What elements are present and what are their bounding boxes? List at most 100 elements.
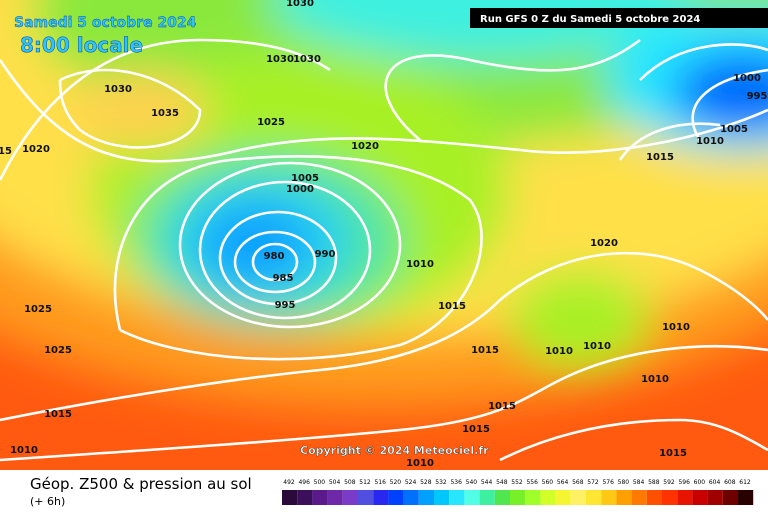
isobar-label: 1010 <box>696 136 724 147</box>
scale-label: 560 <box>542 479 554 486</box>
isobar-label: 1010 <box>641 374 669 385</box>
color-scale: 492 496 500 504 508 512 516 520 524 528 532 536 540 5… <box>282 479 754 505</box>
scale-label: 532 <box>435 479 447 486</box>
isobar-label: 1025 <box>24 304 52 315</box>
scale-label: 588 <box>648 479 660 486</box>
isobar-label: 1005 <box>291 173 319 184</box>
isobar-label: 980 <box>264 251 285 262</box>
scale-label: 524 <box>405 479 417 486</box>
isobar-label: 1035 <box>151 108 179 119</box>
isobar-label: 990 <box>315 249 336 260</box>
scale-swatch <box>677 490 693 505</box>
scale-swatch <box>388 490 404 505</box>
scale-swatch <box>434 490 450 505</box>
isobar-label: 1010 <box>406 259 434 270</box>
scale-swatch <box>722 490 738 505</box>
isobar-label: 1020 <box>351 141 379 152</box>
isobar-label: 1030 <box>266 54 294 65</box>
scale-label: 528 <box>420 479 432 486</box>
scale-swatch <box>449 490 465 505</box>
isobar-label: 1015 <box>438 301 466 312</box>
isobar-label: 995 <box>275 300 296 311</box>
isobar-label: 1030 <box>104 84 132 95</box>
isobar-label: 1015 <box>488 401 516 412</box>
scale-label: 556 <box>526 479 538 486</box>
scale-swatch <box>738 490 754 505</box>
footer-title: Géop. Z500 & pression au sol <box>30 475 252 493</box>
scale-swatch <box>586 490 602 505</box>
date: Samedi 5 octobre 2024 <box>14 15 197 31</box>
scale-label: 580 <box>618 479 630 486</box>
scale-swatch <box>692 490 708 505</box>
scale-swatch <box>616 490 632 505</box>
isobar-label: 1030 <box>286 0 314 9</box>
scale-label: 544 <box>481 479 493 486</box>
scale-label: 568 <box>572 479 584 486</box>
map: 1030103010351030103010251020101510201005… <box>0 0 768 470</box>
isobar-label: 985 <box>273 273 294 284</box>
scale-swatch <box>464 490 480 505</box>
run-label: Run GFS 0 Z du Samedi 5 octobre 2024 <box>480 14 700 25</box>
scale-swatch <box>358 490 374 505</box>
scale-label: 500 <box>314 479 326 486</box>
isobar-label: 995 <box>747 91 768 102</box>
scale-label: 592 <box>663 479 675 486</box>
scale-label: 600 <box>694 479 706 486</box>
isobar-label: 1025 <box>257 117 285 128</box>
scale-swatch <box>312 490 328 505</box>
scale-label: 520 <box>390 479 402 486</box>
scale-label: 508 <box>344 479 356 486</box>
scale-swatch <box>494 490 510 505</box>
scale-swatch <box>525 490 541 505</box>
isobar-label: 1015 <box>462 424 490 435</box>
isobar-label: 1010 <box>10 445 38 456</box>
scale-swatch <box>646 490 662 505</box>
scale-swatch <box>601 490 617 505</box>
scale-swatch <box>327 490 343 505</box>
scale-swatch <box>555 490 571 505</box>
isobar-labels: 1030103010351030103010251020101510201005… <box>0 0 767 469</box>
isobar-label: 1020 <box>590 238 618 249</box>
scale-label: 552 <box>511 479 523 486</box>
isobar-label: 1010 <box>662 322 690 333</box>
scale-label: 492 <box>283 479 295 486</box>
scale-label: 504 <box>329 479 341 486</box>
scale-label: 576 <box>602 479 614 486</box>
scale-label: 540 <box>466 479 478 486</box>
scale-label: 548 <box>496 479 508 486</box>
scale-swatch <box>418 490 434 505</box>
scale-swatch <box>570 490 586 505</box>
scale-swatch <box>707 490 723 505</box>
scale-label: 572 <box>587 479 599 486</box>
scale-swatch <box>510 490 526 505</box>
time: 8:00 locale <box>20 33 143 57</box>
scale-swatch <box>297 490 313 505</box>
scale-swatch <box>282 490 298 505</box>
isobar-label: 1000 <box>733 73 761 84</box>
isobar-label: 1015 <box>44 409 72 420</box>
scale-label: 516 <box>374 479 386 486</box>
isobar-label: 1030 <box>293 54 321 65</box>
copyright: Copyright © 2024 Meteociel.fr <box>300 444 489 457</box>
scale-label: 584 <box>633 479 645 486</box>
isobar-label: 1010 <box>583 341 611 352</box>
isobar-label: 1025 <box>44 345 72 356</box>
isobar-label: 1000 <box>286 184 314 195</box>
scale-label: 596 <box>678 479 690 486</box>
run-box <box>470 8 768 28</box>
scale-swatch <box>342 490 358 505</box>
scale-label: 496 <box>298 479 310 486</box>
scale-label: 512 <box>359 479 371 486</box>
scale-label: 608 <box>724 479 736 486</box>
footer-lead: (+ 6h) <box>30 495 65 508</box>
isobar-label: 1015 <box>0 146 12 157</box>
isobar-label: 1020 <box>22 144 50 155</box>
isobar-label: 1010 <box>545 346 573 357</box>
scale-swatch <box>373 490 389 505</box>
scale-label: 604 <box>709 479 721 486</box>
isobar-label: 1015 <box>471 345 499 356</box>
isobar-label: 1005 <box>720 124 748 135</box>
scale-label: 564 <box>557 479 569 486</box>
scale-swatch <box>631 490 647 505</box>
isobar-label: 1015 <box>646 152 674 163</box>
